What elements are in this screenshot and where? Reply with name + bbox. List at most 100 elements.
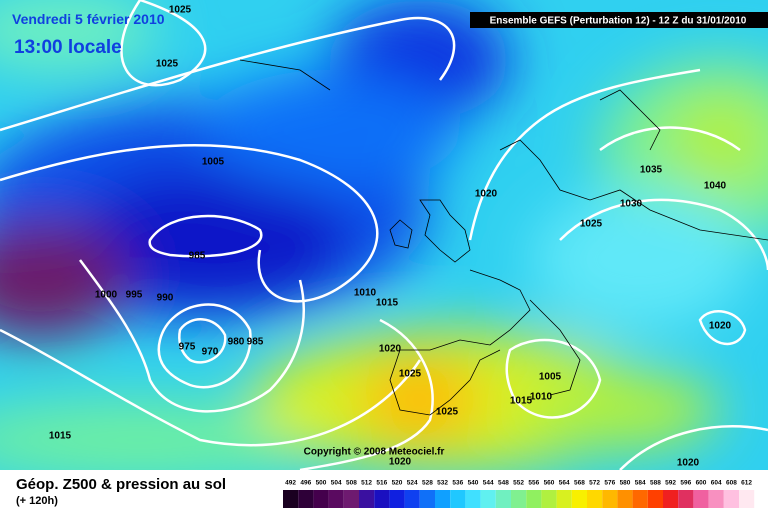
legend-swatch [739,490,755,508]
legend-label: 552 [513,480,524,487]
legend-swatch [450,490,466,508]
model-banner [470,12,768,28]
legend-swatch [526,490,542,508]
legend-swatch [480,490,496,508]
legend-swatch [343,490,359,508]
isobar-label: 1040 [704,181,727,192]
isobar-label: 1025 [169,5,192,16]
legend-swatch [632,490,648,508]
legend-label: 588 [650,480,661,487]
isobar-label: 985 [247,337,264,348]
isobar-label: 1020 [379,344,402,355]
legend-swatch [556,490,572,508]
legend-label: 568 [574,480,585,487]
legend-label: 524 [407,480,418,487]
isobar-label: 1000 [95,290,118,301]
isobar-label: 1025 [399,369,422,380]
isobar-label: 980 [228,337,245,348]
legend-swatch [374,490,390,508]
isobar-label: 1020 [677,458,700,469]
legend-swatch [328,490,344,508]
legend-swatch [602,490,618,508]
legend-swatch [419,490,435,508]
isobar-label: 995 [126,290,143,301]
legend-swatch [708,490,724,508]
isobars [0,0,768,470]
isobar-label: 1010 [354,288,377,299]
legend-label: 504 [331,480,342,487]
isobar-label: 1020 [709,321,732,332]
isobar-label: 1020 [475,189,498,200]
legend-label: 560 [544,480,555,487]
legend-swatch [313,490,329,508]
isobar-label: 1020 [389,457,412,468]
legend-swatch [495,490,511,508]
isobar-label: 990 [157,293,174,304]
legend-swatch [298,490,314,508]
legend-swatch [693,490,709,508]
footer-title: Géop. Z500 & pression au sol [16,476,226,493]
legend-label: 512 [361,480,372,487]
legend-swatch [663,490,679,508]
isobar-label: 1015 [49,431,72,442]
coastlines [239,59,768,416]
legend-swatch [511,490,527,508]
copyright: Copyright © 2008 Meteociel.fr [304,447,445,458]
legend-label: 584 [635,480,646,487]
legend-swatch [389,490,405,508]
legend-label: 564 [559,480,570,487]
isobar-label: 1035 [640,165,663,176]
legend-swatch [571,490,587,508]
legend-label: 600 [696,480,707,487]
isobar-label: 1030 [620,199,643,210]
legend-label: 528 [422,480,433,487]
legend-label: 520 [392,480,403,487]
legend-label: 580 [620,480,631,487]
field [0,0,768,470]
legend-label: 492 [285,480,296,487]
legend-label: 596 [680,480,691,487]
legend-label: 532 [437,480,448,487]
legend-label: 548 [498,480,509,487]
legend-label: 576 [604,480,615,487]
legend-label: 604 [711,480,722,487]
legend-swatch [359,490,375,508]
footer-lead: (+ 120h) [16,495,58,507]
isobar-label: 1010 [530,392,553,403]
legend-label: 556 [528,480,539,487]
legend-label: 516 [376,480,387,487]
isobar-label: 1015 [376,298,399,309]
legend-swatch [404,490,420,508]
isobar-label: 1005 [539,372,562,383]
isobar-label: 1025 [580,219,603,230]
legend-label: 508 [346,480,357,487]
legend: 492 496 500 504 508 512 516 520 524 528 532 536 540 5… [283,480,755,508]
legend-label: 544 [483,480,494,487]
time: 13:00 locale [14,37,122,58]
legend-label: 496 [300,480,311,487]
legend-swatch [587,490,603,508]
legend-label: 612 [741,480,752,487]
isobar-label: 1005 [202,157,225,168]
model-text: Ensemble GEFS (Perturbation 12) - 12 Z d… [490,16,747,27]
legend-swatch [647,490,663,508]
legend-swatch [435,490,451,508]
isobar-label: 1015 [510,396,533,407]
legend-swatch [283,490,299,508]
legend-label: 592 [665,480,676,487]
legend-swatch [617,490,633,508]
legend-label: 536 [452,480,463,487]
legend-swatch [465,490,481,508]
legend-swatch [678,490,694,508]
isobar-label: 970 [202,347,219,358]
legend-label: 540 [468,480,479,487]
isobar-label: 975 [179,342,196,353]
legend-label: 572 [589,480,600,487]
date: Vendredi 5 février 2010 [12,11,165,27]
isobar-label: 1025 [436,407,459,418]
legend-swatch [723,490,739,508]
isobar-label: 985 [189,251,206,262]
legend-swatch [541,490,557,508]
legend-label: 500 [316,480,327,487]
